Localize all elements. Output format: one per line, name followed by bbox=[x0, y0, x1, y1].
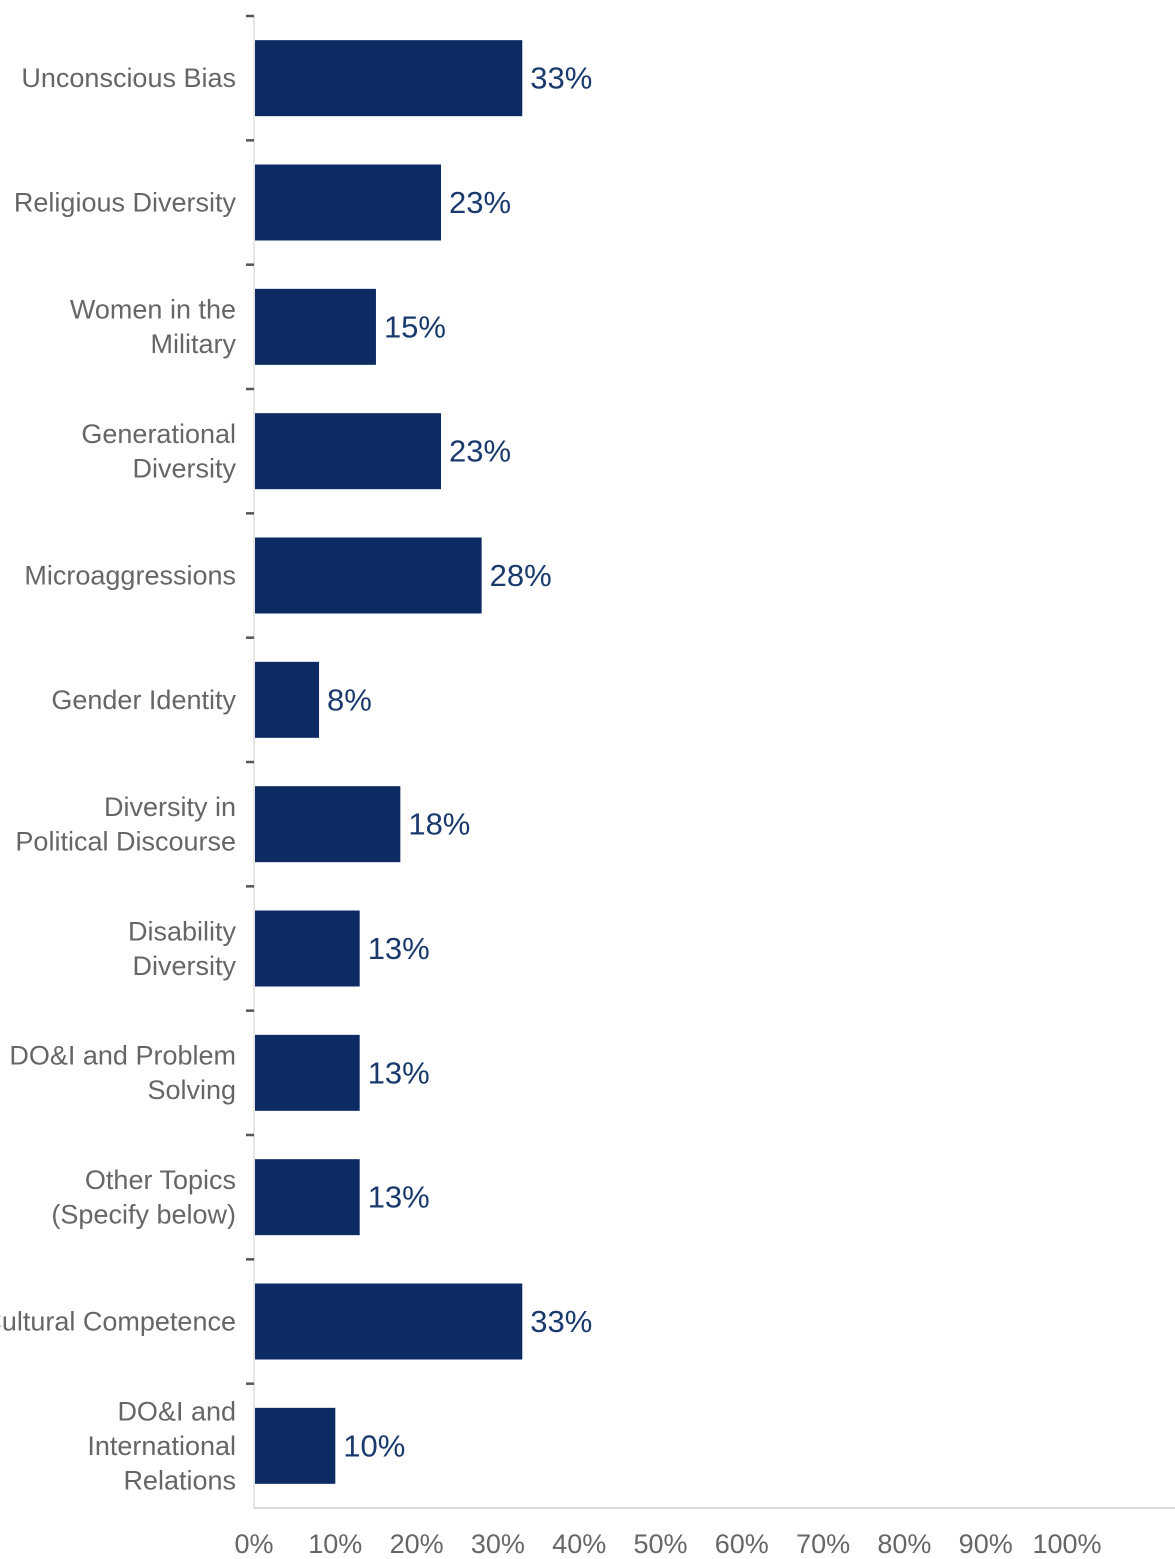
category-label: Diversity in Political Discourse bbox=[15, 792, 236, 857]
category-label: DO&I and International Relations bbox=[87, 1396, 236, 1495]
bar bbox=[255, 1159, 360, 1236]
category-label: Microaggressions bbox=[24, 561, 236, 591]
x-tick-label: 20% bbox=[390, 1529, 444, 1559]
data-label: 15% bbox=[384, 309, 446, 344]
category-labels: Unconscious Bias Religious Diversity Women… bbox=[0, 63, 236, 1495]
data-label: 8% bbox=[327, 682, 372, 717]
bar bbox=[255, 537, 482, 614]
x-tick-label: 50% bbox=[633, 1529, 687, 1559]
data-label: 13% bbox=[368, 1055, 430, 1090]
bar bbox=[255, 1034, 360, 1111]
data-label: 13% bbox=[368, 1180, 430, 1215]
bar bbox=[255, 786, 401, 863]
category-label: DO&I and Problem Solving bbox=[9, 1041, 236, 1106]
bar bbox=[255, 661, 320, 738]
x-axis-ticks: 0% 10% 20% 30% 40% 50% 60% 70% 80% 90% 100% bbox=[234, 1529, 1101, 1559]
data-labels: 33% 23% 15% 23% 28% 8% 18% 13% 13% 13% 33% 10% bbox=[327, 61, 592, 1464]
x-tick-label: 80% bbox=[877, 1529, 931, 1559]
category-label: Generational Diversity bbox=[81, 419, 236, 484]
x-tick-label: 40% bbox=[552, 1529, 606, 1559]
data-label: 33% bbox=[530, 61, 592, 96]
data-label: 23% bbox=[449, 185, 511, 220]
bar bbox=[255, 1407, 336, 1484]
bar bbox=[255, 288, 376, 365]
chart-axes bbox=[246, 14, 1175, 1509]
data-label: 18% bbox=[408, 807, 470, 842]
chart-bars bbox=[255, 40, 523, 1484]
x-tick-label: 60% bbox=[715, 1529, 769, 1559]
bar bbox=[255, 40, 523, 117]
x-tick-label: 30% bbox=[471, 1529, 525, 1559]
x-tick-label: 100% bbox=[1032, 1529, 1101, 1559]
bar bbox=[255, 164, 441, 241]
category-label: Cultural Competence bbox=[0, 1307, 236, 1337]
category-label: Women in the Military bbox=[70, 295, 237, 360]
category-label: Unconscious Bias bbox=[21, 63, 236, 93]
category-label: Disability Diversity bbox=[128, 916, 237, 981]
bar bbox=[255, 1283, 523, 1360]
data-label: 33% bbox=[530, 1304, 592, 1339]
x-tick-label: 70% bbox=[796, 1529, 850, 1559]
data-label: 28% bbox=[490, 558, 552, 593]
data-label: 10% bbox=[343, 1428, 405, 1463]
x-tick-label: 0% bbox=[234, 1529, 273, 1559]
x-tick-label: 90% bbox=[959, 1529, 1013, 1559]
category-label: Other Topics (Specify below) bbox=[51, 1165, 236, 1230]
data-label: 13% bbox=[368, 931, 430, 966]
data-label: 23% bbox=[449, 434, 511, 469]
bar bbox=[255, 910, 360, 987]
bar bbox=[255, 413, 441, 490]
x-tick-label: 10% bbox=[308, 1529, 362, 1559]
category-label: Gender Identity bbox=[51, 685, 236, 715]
category-label: Religious Diversity bbox=[14, 188, 237, 218]
